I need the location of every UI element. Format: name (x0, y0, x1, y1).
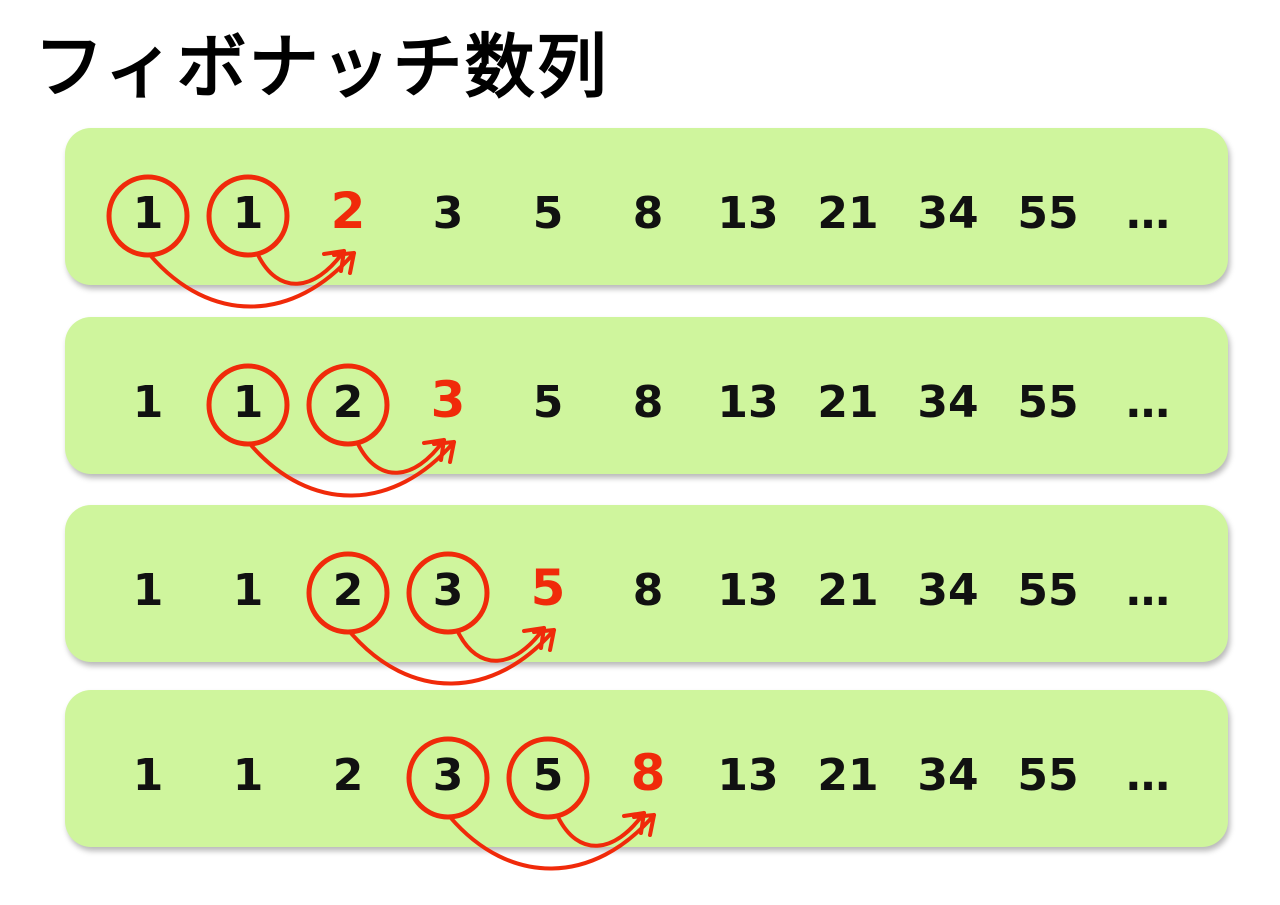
sum-term: 8 (630, 744, 666, 802)
sequence-term: 13 (717, 377, 779, 428)
sequence-term: 3 (432, 188, 464, 239)
sequence-term: 34 (917, 750, 979, 801)
circled-term: 5 (532, 750, 564, 801)
sequence-term: 8 (632, 377, 664, 428)
sequence-term: 5 (532, 188, 564, 239)
sequence-term: … (1126, 750, 1170, 801)
sequence-term: 34 (917, 377, 979, 428)
sequence-term: 21 (817, 750, 879, 801)
circled-term: 2 (332, 565, 364, 616)
sequence-term: 8 (632, 565, 664, 616)
circled-term: 1 (232, 188, 264, 239)
sequence-term: 1 (232, 750, 264, 801)
sequence-term: … (1126, 565, 1170, 616)
sequence-term: 55 (1017, 188, 1079, 239)
sequence-term: 13 (717, 750, 779, 801)
sequence-term: 55 (1017, 750, 1079, 801)
sequence-term: … (1126, 188, 1170, 239)
sum-term: 2 (330, 182, 366, 240)
circled-term: 3 (432, 750, 464, 801)
sequence-term: 21 (817, 565, 879, 616)
circled-term: 1 (132, 188, 164, 239)
sequence-term: 1 (132, 750, 164, 801)
sequence-row: 1 1 2 3 5 8 13 21 34 55 … (65, 505, 1228, 662)
circled-term: 3 (432, 565, 464, 616)
sequence-term: 1 (132, 565, 164, 616)
sequence-term: … (1126, 377, 1170, 428)
sequence-term: 55 (1017, 565, 1079, 616)
sequence-row: 1 1 2 3 5 8 13 21 34 55 … (65, 317, 1228, 474)
circled-term: 1 (232, 377, 264, 428)
sequence-term: 2 (332, 750, 364, 801)
sequence-row: 1 1 2 3 5 8 13 21 34 55 … (65, 690, 1228, 847)
sequence-term: 1 (232, 565, 264, 616)
sequence-term: 5 (532, 377, 564, 428)
page-title: フィボナッチ数列 (34, 26, 609, 108)
sequence-term: 34 (917, 188, 979, 239)
sequence-term: 13 (717, 188, 779, 239)
circled-term: 2 (332, 377, 364, 428)
sequence-term: 21 (817, 377, 879, 428)
sum-term: 3 (430, 371, 466, 429)
sum-term: 5 (530, 559, 566, 617)
sequence-row: 1 1 2 3 5 8 13 21 34 55 … (65, 128, 1228, 285)
sequence-term: 13 (717, 565, 779, 616)
sequence-term: 21 (817, 188, 879, 239)
sequence-term: 55 (1017, 377, 1079, 428)
sequence-term: 1 (132, 377, 164, 428)
sequence-term: 34 (917, 565, 979, 616)
sequence-term: 8 (632, 188, 664, 239)
